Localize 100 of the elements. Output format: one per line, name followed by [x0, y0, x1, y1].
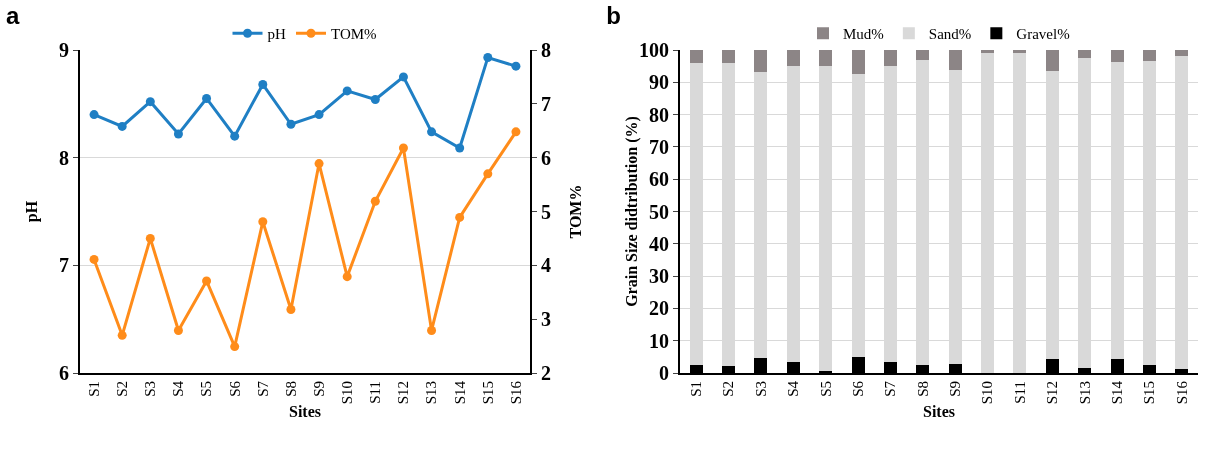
x-tick-label: S2 [114, 381, 131, 397]
x-tick-label: S14 [451, 380, 468, 405]
bar [722, 50, 736, 63]
point [258, 79, 268, 89]
x-tick-label: S16 [507, 380, 524, 405]
x-tick-label: S9 [310, 381, 327, 397]
point [511, 61, 521, 71]
point [398, 72, 408, 82]
x-tick-label: S15 [479, 381, 496, 405]
point [370, 196, 380, 206]
bar [1175, 50, 1189, 56]
bar [819, 50, 833, 67]
y-tick-label: 90 [649, 71, 669, 94]
x-tick-label: S11 [367, 381, 384, 404]
point [314, 159, 324, 169]
point [117, 330, 127, 340]
legend-label: pH [267, 26, 286, 43]
x-tick-label: S11 [1011, 381, 1028, 404]
x-tick-label: S16 [1173, 380, 1190, 405]
y2-tick-label: 6 [541, 146, 551, 169]
y-tick-label: 60 [649, 168, 669, 191]
x-tick-label: S10 [979, 381, 996, 405]
y2-tick-label: 4 [541, 254, 551, 277]
x-axis-title: Sites [289, 402, 321, 420]
x-tick-label: S4 [170, 380, 187, 397]
point [342, 272, 352, 282]
bar [1142, 50, 1156, 61]
point [258, 217, 268, 227]
x-tick-label: S3 [142, 381, 159, 397]
bar [689, 50, 703, 63]
point [202, 93, 212, 103]
point [398, 143, 408, 153]
point [173, 129, 183, 139]
x-tick-label: S8 [282, 381, 299, 397]
legend-label: Sand% [928, 26, 972, 43]
point [145, 233, 155, 243]
y2-tick-label: 8 [541, 39, 551, 61]
x-tick-label: S7 [882, 380, 899, 397]
x-tick-label: S15 [1141, 381, 1158, 405]
legend-label: Gravel% [1016, 26, 1070, 43]
point [427, 127, 437, 137]
x-tick-label: S9 [947, 381, 964, 397]
point [89, 110, 99, 120]
x-tick-label: S3 [752, 381, 769, 397]
bar [786, 50, 800, 67]
y-axis-title: pH [23, 200, 41, 223]
y-tick-label: 40 [649, 232, 669, 255]
x-tick-label: S5 [817, 381, 834, 397]
point [427, 325, 437, 335]
point [342, 86, 352, 96]
y-tick-label: 9 [59, 39, 69, 61]
point [145, 97, 155, 107]
x-axis-title: Sites [923, 402, 955, 420]
bar [851, 50, 865, 74]
y-tick-label: 50 [649, 200, 669, 223]
bar [916, 50, 930, 60]
y-tick-label: 70 [649, 135, 669, 158]
point [173, 325, 183, 335]
bar [1078, 50, 1092, 58]
point [511, 127, 521, 137]
x-tick-label: S13 [423, 381, 440, 405]
bar [948, 50, 962, 71]
point [230, 342, 240, 352]
bar [1110, 50, 1124, 62]
x-tick-label: S1 [85, 381, 102, 397]
legend-label: Mud% [843, 26, 884, 43]
y-tick-label: 6 [59, 362, 69, 384]
point [455, 212, 465, 222]
bar [883, 50, 897, 67]
legend-label: TOM% [331, 26, 377, 43]
y-tick-label: 100 [639, 39, 669, 61]
point [286, 304, 296, 314]
x-tick-label: S10 [339, 381, 356, 405]
x-tick-label: S7 [254, 380, 271, 397]
point [483, 169, 493, 179]
x-tick-label: S12 [1044, 381, 1061, 405]
y-tick-label: 8 [59, 146, 69, 169]
point [286, 119, 296, 129]
bar [1013, 50, 1027, 54]
point [89, 254, 99, 264]
x-tick-label: S12 [395, 381, 412, 405]
point [455, 143, 465, 153]
point [230, 131, 240, 141]
chart-title: b [606, 1, 621, 29]
x-tick-label: S6 [226, 380, 243, 397]
bar [754, 50, 768, 72]
x-tick-label: S14 [1108, 380, 1125, 405]
y-tick-label: 30 [649, 265, 669, 288]
x-tick-label: S5 [198, 381, 215, 397]
y-tick-label: 80 [649, 103, 669, 126]
y-tick-label: 10 [649, 329, 669, 352]
chart-title: a [6, 1, 20, 29]
y2-axis-title: TOM% [567, 184, 584, 239]
y2-tick-label: 3 [541, 308, 551, 331]
y-tick-label: 20 [649, 297, 669, 320]
x-tick-label: S8 [914, 381, 931, 397]
point [314, 110, 324, 120]
y-axis-title: Grain Size didtribution (%) [623, 116, 641, 307]
point [117, 121, 127, 131]
bar [1045, 50, 1059, 71]
